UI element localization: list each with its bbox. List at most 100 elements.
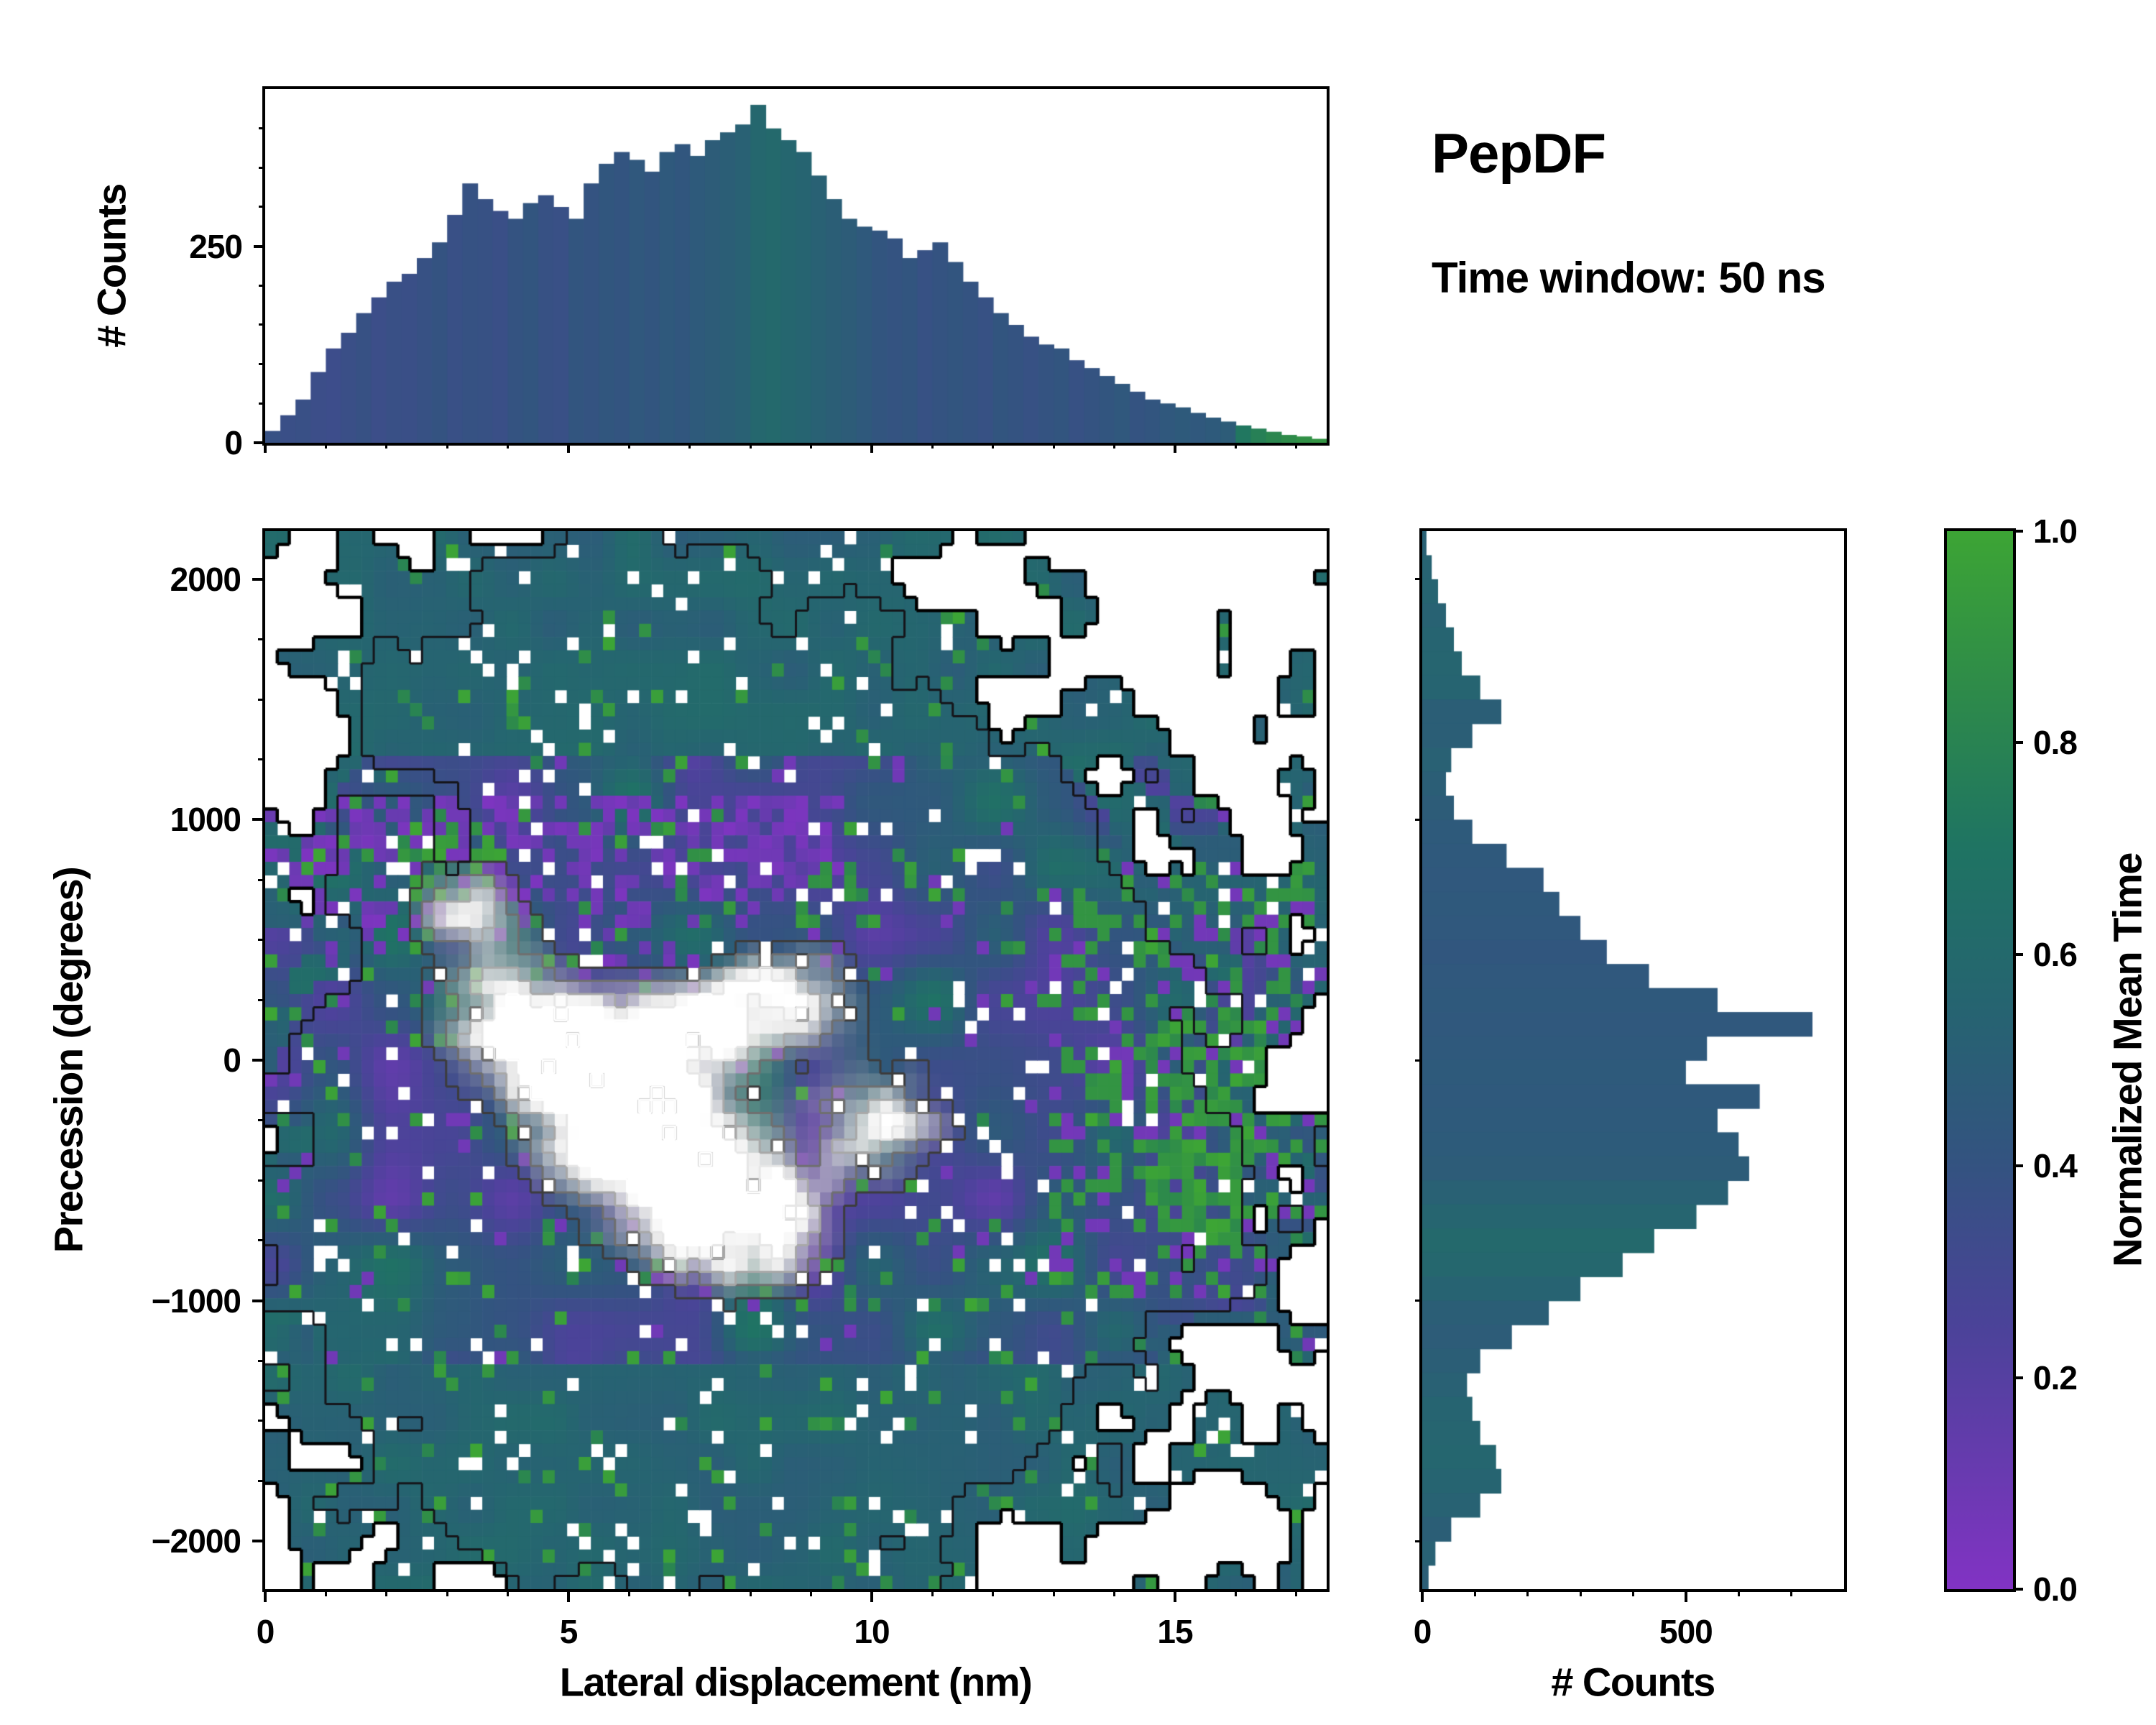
tick-mark [870,443,873,453]
tick-label: 0.4 [2033,1147,2078,1185]
tick-mark [258,1119,265,1122]
main-heatmap-panel: 0 5 10 15 −2000 −1000 0 1000 2000 [152,528,1330,1650]
tick-mark [264,1589,267,1602]
tick-mark [258,1420,265,1422]
tick-mark [446,443,448,448]
tick-mark [992,443,995,448]
tick-mark [259,402,265,405]
tick-label: −2000 [151,1522,241,1560]
colorbar-label: Normalized Mean Time [2104,853,2150,1267]
tick-mark [1632,1589,1634,1596]
tick-mark [259,363,265,366]
tick-mark [385,443,388,448]
tick-label: 0 [224,424,243,461]
tick-mark [1415,1300,1422,1302]
top-histogram-canvas [265,89,1327,443]
figure-title: PepDF [1432,121,1606,185]
tick-mark [810,443,813,448]
tick-mark [254,244,265,248]
tick-mark [1052,1589,1055,1596]
tick-mark [258,758,265,761]
tick-mark [1174,1589,1176,1602]
tick-mark [1526,1589,1529,1596]
tick-mark [627,1589,630,1596]
tick-mark [258,638,265,641]
tick-label: 0.6 [2033,935,2078,973]
tick-label: 0.0 [2033,1570,2078,1608]
tick-label: 15 [1157,1613,1193,1650]
tick-mark [1473,1589,1476,1596]
tick-mark [258,698,265,701]
tick-mark [507,443,510,448]
right-hist-x-axis-label: # Counts [1551,1659,1715,1705]
tick-mark [1579,1589,1582,1596]
tick-mark [1737,1589,1740,1596]
tick-mark [259,166,265,169]
tick-mark [566,443,570,453]
tick-label: 500 [1659,1613,1713,1650]
tick-mark [688,1589,691,1596]
tick-mark [1113,443,1116,448]
tick-mark [931,443,934,448]
tick-mark [931,1589,934,1596]
tick-mark [1234,1589,1237,1596]
tick-mark [258,1479,265,1482]
right-histogram-panel: 0 500 [1414,528,1847,1650]
tick-mark [1234,443,1237,448]
tick-mark [1790,1589,1793,1596]
tick-mark [254,441,265,444]
tick-mark [1295,1589,1298,1596]
tick-label: 10 [854,1613,890,1650]
tick-mark [1415,578,1422,581]
tick-mark [507,1589,510,1596]
tick-mark [259,206,265,208]
tick-mark [385,1589,388,1596]
figure-subtitle: Time window: 50 ns [1432,254,1826,302]
tick-label: 5 [559,1613,579,1650]
tick-mark [2013,1588,2023,1591]
tick-mark [252,1299,265,1302]
tick-mark [566,1589,570,1602]
tick-mark [1052,443,1055,448]
tick-mark [259,323,265,326]
tick-mark [258,1239,265,1242]
tick-mark [627,443,630,448]
tick-mark [2013,530,2023,533]
main-heatmap-canvas [265,531,1327,1589]
tick-mark [252,1059,265,1062]
tick-mark [259,127,265,130]
tick-mark [1113,1589,1116,1596]
tick-mark [252,577,265,581]
tick-mark [688,443,691,448]
tick-mark [2013,1164,2023,1168]
tick-mark [252,1540,265,1543]
main-y-axis-label: Precession (degrees) [45,867,91,1254]
tick-mark [992,1589,995,1596]
tick-label: 0 [1413,1613,1432,1650]
tick-mark [258,1359,265,1362]
tick-mark [258,939,265,942]
tick-mark [1684,1589,1687,1602]
tick-mark [2013,1376,2023,1379]
tick-mark [1415,1059,1422,1062]
tick-mark [870,1589,873,1602]
tick-label: 0.2 [2033,1358,2078,1397]
tick-label: 2000 [170,560,241,598]
tick-mark [2013,741,2023,745]
tick-mark [1174,443,1176,453]
tick-mark [446,1589,448,1596]
tick-mark [324,1589,327,1596]
colorbar: 0.0 0.2 0.4 0.6 0.8 1.0 [1944,512,2078,1608]
tick-mark [1421,1589,1424,1602]
tick-mark [258,878,265,881]
top-histogram-panel: 0 250 [189,86,1330,461]
tick-mark [324,443,327,448]
tick-mark [259,284,265,287]
top-hist-y-axis-label: # Counts [88,184,134,348]
tick-mark [258,998,265,1001]
tick-label: 0.8 [2033,724,2078,762]
right-histogram-canvas [1422,531,1844,1589]
tick-mark [252,818,265,822]
tick-mark [810,1589,813,1596]
tick-mark [2013,952,2023,956]
